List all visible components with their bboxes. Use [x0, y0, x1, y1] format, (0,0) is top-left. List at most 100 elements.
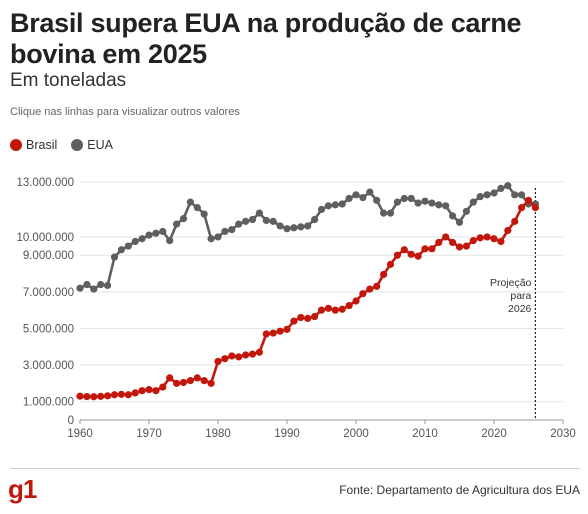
series-line-brasil[interactable]: [79, 198, 537, 398]
data-point-eua[interactable]: [283, 225, 291, 233]
data-point-brasil[interactable]: [469, 236, 477, 245]
data-point-eua[interactable]: [207, 235, 215, 243]
data-point-eua[interactable]: [228, 226, 236, 234]
data-point-brasil[interactable]: [76, 392, 84, 400]
data-point-eua[interactable]: [483, 191, 491, 199]
data-point-eua[interactable]: [352, 191, 360, 199]
data-point-brasil[interactable]: [324, 304, 332, 312]
data-point-brasil[interactable]: [490, 235, 498, 243]
data-point-eua[interactable]: [373, 196, 381, 204]
data-point-brasil[interactable]: [483, 233, 491, 241]
data-point-brasil[interactable]: [248, 350, 257, 358]
data-point-eua[interactable]: [386, 209, 395, 217]
data-point-brasil[interactable]: [90, 393, 98, 401]
data-point-brasil[interactable]: [386, 260, 395, 268]
data-point-eua[interactable]: [152, 229, 160, 237]
data-point-eua[interactable]: [455, 218, 464, 226]
data-point-brasil[interactable]: [124, 391, 132, 399]
data-point-brasil[interactable]: [193, 374, 201, 382]
data-point-eua[interactable]: [262, 216, 270, 225]
data-point-brasil[interactable]: [524, 196, 533, 204]
data-point-brasil[interactable]: [221, 355, 229, 363]
data-point-eua[interactable]: [193, 204, 201, 212]
data-point-brasil[interactable]: [235, 353, 243, 361]
data-point-eua[interactable]: [90, 285, 98, 293]
data-point-brasil[interactable]: [283, 325, 291, 333]
data-point-brasil[interactable]: [200, 377, 208, 385]
data-point-brasil[interactable]: [442, 233, 450, 241]
data-point-eua[interactable]: [110, 253, 119, 261]
data-point-eua[interactable]: [248, 215, 257, 224]
data-point-eua[interactable]: [214, 233, 222, 241]
data-point-eua[interactable]: [331, 201, 339, 209]
data-point-brasil[interactable]: [393, 251, 401, 259]
data-point-brasil[interactable]: [269, 329, 277, 337]
data-point-eua[interactable]: [462, 207, 470, 215]
data-point-eua[interactable]: [393, 198, 401, 206]
data-point-brasil[interactable]: [290, 317, 298, 325]
data-point-eua[interactable]: [469, 198, 477, 206]
data-point-eua[interactable]: [414, 199, 422, 207]
data-point-brasil[interactable]: [352, 297, 360, 305]
data-point-brasil[interactable]: [255, 348, 263, 356]
data-point-brasil[interactable]: [531, 204, 540, 212]
data-point-brasil[interactable]: [186, 377, 194, 385]
data-point-brasil[interactable]: [104, 392, 112, 400]
data-point-brasil[interactable]: [373, 282, 381, 290]
data-point-brasil[interactable]: [262, 330, 270, 338]
data-point-eua[interactable]: [359, 193, 367, 202]
data-point-brasil[interactable]: [214, 357, 222, 366]
data-point-eua[interactable]: [255, 209, 263, 217]
data-point-brasil[interactable]: [138, 387, 146, 395]
data-point-eua[interactable]: [186, 198, 194, 206]
data-point-brasil[interactable]: [145, 386, 153, 394]
data-point-eua[interactable]: [159, 227, 167, 236]
data-point-eua[interactable]: [304, 222, 312, 230]
data-point-brasil[interactable]: [276, 327, 284, 335]
data-point-brasil[interactable]: [304, 314, 312, 322]
data-point-brasil[interactable]: [407, 250, 415, 258]
data-point-eua[interactable]: [449, 212, 457, 220]
data-point-eua[interactable]: [407, 194, 415, 203]
data-point-eua[interactable]: [138, 235, 146, 243]
data-point-eua[interactable]: [421, 197, 429, 205]
data-point-brasil[interactable]: [166, 374, 174, 382]
data-point-eua[interactable]: [518, 191, 526, 199]
data-point-eua[interactable]: [345, 194, 353, 203]
data-point-eua[interactable]: [117, 246, 125, 254]
data-point-brasil[interactable]: [476, 234, 484, 242]
data-point-eua[interactable]: [221, 227, 229, 236]
data-point-brasil[interactable]: [414, 252, 422, 260]
data-point-eua[interactable]: [311, 215, 319, 224]
data-point-eua[interactable]: [166, 236, 174, 245]
data-point-eua[interactable]: [97, 280, 105, 289]
data-point-eua[interactable]: [269, 217, 277, 225]
data-point-eua[interactable]: [490, 189, 498, 197]
data-point-brasil[interactable]: [117, 390, 125, 398]
data-point-eua[interactable]: [200, 210, 208, 218]
data-point-brasil[interactable]: [345, 301, 353, 310]
data-point-brasil[interactable]: [497, 237, 505, 246]
data-point-eua[interactable]: [173, 220, 181, 228]
data-point-brasil[interactable]: [504, 226, 512, 235]
data-point-eua[interactable]: [242, 217, 250, 225]
data-point-brasil[interactable]: [428, 245, 436, 253]
data-point-eua[interactable]: [497, 184, 505, 193]
data-point-eua[interactable]: [297, 223, 305, 231]
data-point-brasil[interactable]: [366, 285, 374, 293]
data-point-brasil[interactable]: [511, 217, 519, 225]
data-point-eua[interactable]: [511, 191, 519, 199]
data-point-eua[interactable]: [124, 242, 132, 250]
data-point-brasil[interactable]: [359, 290, 367, 298]
data-point-eua[interactable]: [338, 200, 346, 208]
data-point-brasil[interactable]: [311, 312, 319, 321]
data-point-brasil[interactable]: [331, 306, 339, 314]
data-point-brasil[interactable]: [297, 313, 305, 322]
data-point-eua[interactable]: [179, 215, 188, 223]
data-point-eua[interactable]: [317, 205, 326, 214]
data-point-brasil[interactable]: [449, 238, 457, 247]
data-point-brasil[interactable]: [110, 391, 119, 399]
data-point-eua[interactable]: [400, 194, 408, 203]
data-point-brasil[interactable]: [152, 387, 160, 395]
data-point-brasil[interactable]: [173, 379, 181, 387]
